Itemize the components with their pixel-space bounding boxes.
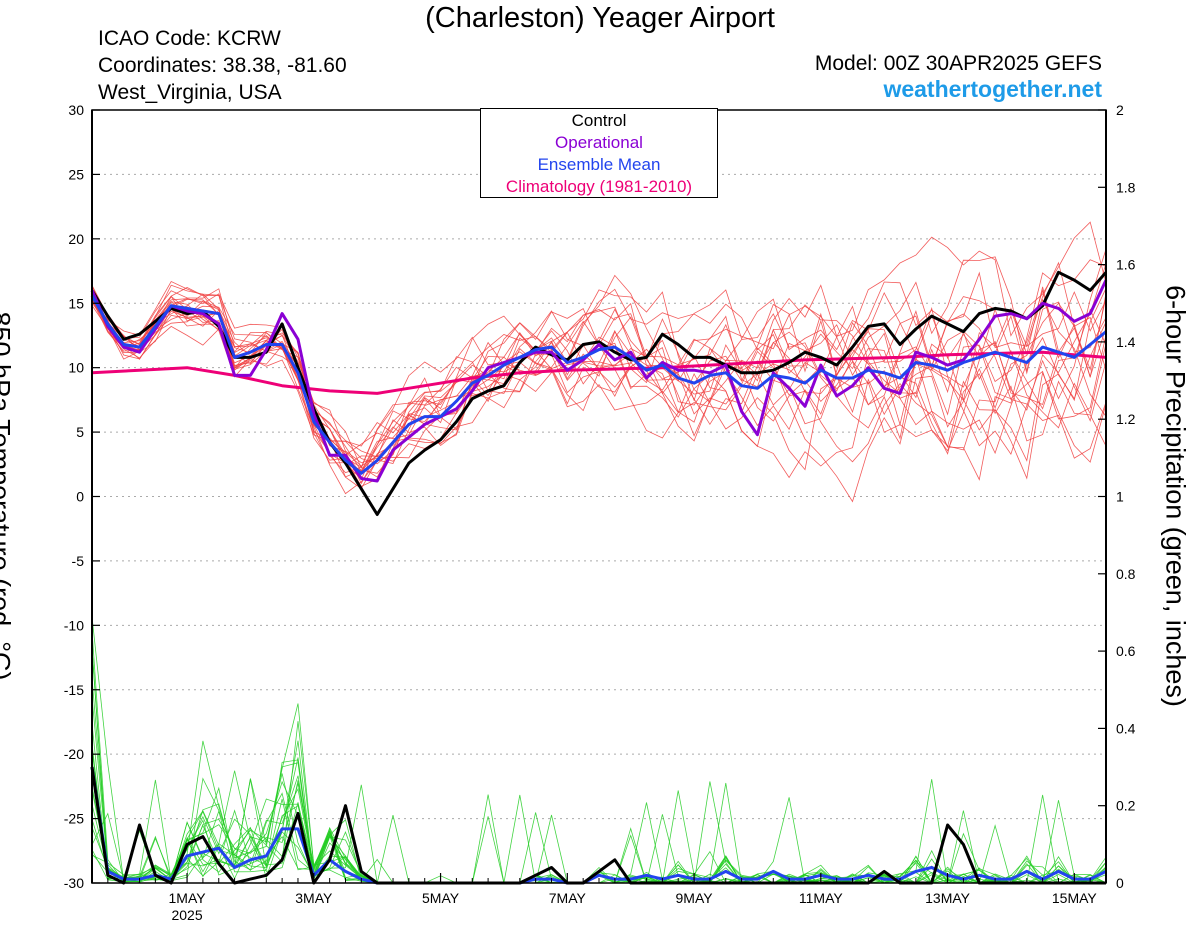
member-precip-line xyxy=(91,723,1107,884)
legend-control: Control xyxy=(571,111,627,130)
y-tick-label: 0 xyxy=(76,489,84,505)
legend-ensemble-mean: Ensemble Mean xyxy=(537,155,661,174)
x-tick-sublabel: 2025 xyxy=(171,907,202,923)
axes: -30-25-20-15-10-505101520253000.20.40.60… xyxy=(64,102,1136,923)
y2-tick-label: 0 xyxy=(1116,875,1124,891)
temp-operational-line xyxy=(90,279,1108,483)
y2-tick-label: 1 xyxy=(1116,489,1124,505)
y2-tick-label: 0.8 xyxy=(1116,566,1136,582)
x-tick-label: 15MAY xyxy=(1052,890,1098,906)
y-tick-label: -20 xyxy=(64,746,84,762)
x-tick-label: 5MAY xyxy=(422,890,460,906)
y-tick-label: -30 xyxy=(64,875,84,891)
member-temp-line xyxy=(91,288,1107,480)
member-precip-line xyxy=(91,703,1107,884)
x-tick-label: 7MAY xyxy=(549,890,587,906)
y-tick-label: 15 xyxy=(68,295,84,311)
y-tick-label: -5 xyxy=(72,553,85,569)
member-precip-line xyxy=(91,630,1107,884)
y-axis-label-right: 6-hour Precipitation (green, inches) xyxy=(1160,285,1191,707)
temp-control-line xyxy=(90,270,1108,516)
main-series xyxy=(90,270,1108,885)
x-tick-label: 9MAY xyxy=(676,890,714,906)
legend-climatology: Climatology (1981-2010) xyxy=(505,177,693,196)
y2-tick-label: 0.2 xyxy=(1116,798,1136,814)
member-temp-line xyxy=(91,293,1107,474)
member-temp-line xyxy=(91,221,1107,458)
y-tick-label: 20 xyxy=(68,231,84,247)
y-tick-label: 5 xyxy=(76,424,84,440)
member-temp-line xyxy=(91,261,1107,478)
y-tick-label: -25 xyxy=(64,811,84,827)
y2-tick-label: 1.4 xyxy=(1116,334,1136,350)
x-tick-label: 13MAY xyxy=(925,890,971,906)
y2-tick-label: 1.6 xyxy=(1116,257,1136,273)
precip-control-line xyxy=(90,766,1106,885)
y-tick-label: 30 xyxy=(68,102,84,118)
chart-title: (Charleston) Yeager Airport xyxy=(425,2,775,34)
site-link[interactable]: weathertogether.net xyxy=(883,76,1102,102)
y-axis-label-left: 850 hPa Temperature (red, °C) xyxy=(0,311,16,681)
member-precip-line xyxy=(91,787,1106,884)
icao-code: ICAO Code: KCRW xyxy=(98,27,281,50)
y2-tick-label: 0.4 xyxy=(1116,720,1136,736)
member-temp-line xyxy=(91,286,1107,472)
x-tick-label: 1MAY xyxy=(169,890,207,906)
y-tick-label: -15 xyxy=(64,682,84,698)
member-temp-line xyxy=(91,281,1107,464)
member-temp-line xyxy=(91,248,1107,472)
y-tick-label: -10 xyxy=(64,617,84,633)
y2-tick-label: 2 xyxy=(1116,102,1124,118)
precip-ensemble-mean-line xyxy=(90,766,1107,885)
legend-operational: Operational xyxy=(555,133,643,152)
member-temp-line xyxy=(91,298,1107,466)
region: West_Virginia, USA xyxy=(98,81,282,104)
y2-tick-label: 0.6 xyxy=(1116,643,1136,659)
ensemble-members xyxy=(91,221,1107,885)
member-temp-line xyxy=(91,284,1107,503)
plot-frame xyxy=(91,109,1107,884)
grid-layer xyxy=(92,173,1106,820)
member-temp-line xyxy=(91,288,1107,478)
coordinates: Coordinates: 38.38, -81.60 xyxy=(98,54,347,77)
y2-tick-label: 1.8 xyxy=(1116,179,1136,195)
model-info: Model: 00Z 30APR2025 GEFS xyxy=(814,52,1102,75)
y2-tick-label: 1.2 xyxy=(1116,411,1136,427)
y-tick-label: 25 xyxy=(68,166,84,182)
x-tick-label: 11MAY xyxy=(799,890,843,906)
chart-legend: Control Operational Ensemble Mean Climat… xyxy=(480,108,718,198)
y-tick-label: 10 xyxy=(68,360,84,376)
temp-ensemble-mean-line xyxy=(90,294,1107,475)
member-precip-line xyxy=(91,762,1106,884)
x-tick-label: 3MAY xyxy=(295,890,333,906)
